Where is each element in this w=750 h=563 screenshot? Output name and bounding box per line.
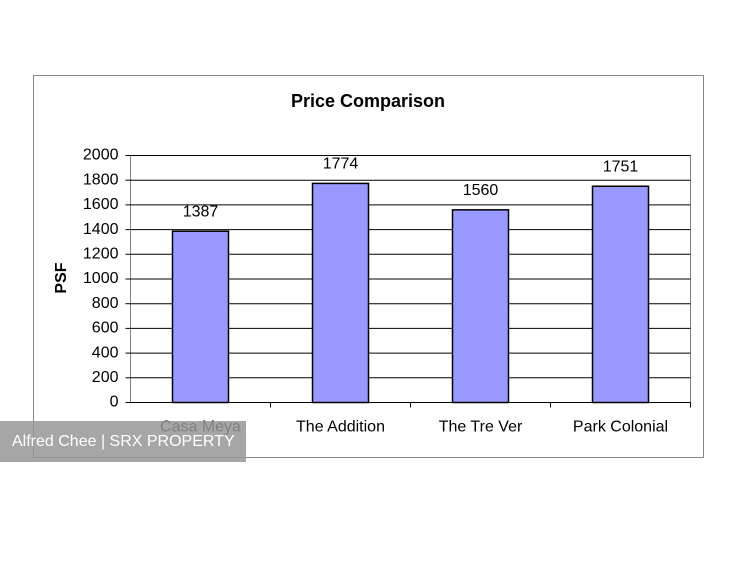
- data-label: 1560: [463, 182, 499, 199]
- y-axis-label: PSF: [53, 262, 70, 293]
- y-tick-label: 1600: [83, 196, 119, 213]
- y-tick-label: 2000: [83, 147, 119, 164]
- bar: [451, 209, 510, 404]
- watermark-box: [0, 421, 246, 462]
- chart-title: Price Comparison: [291, 91, 445, 111]
- y-tick-label: 600: [92, 320, 119, 337]
- y-tick-label: 800: [92, 295, 119, 312]
- bar: [591, 185, 650, 404]
- bar: [311, 182, 370, 404]
- y-tick-label: 0: [110, 394, 119, 411]
- x-tick-label: Park Colonial: [573, 419, 668, 436]
- y-tick-label: 200: [92, 369, 119, 386]
- marks: 0200400600800100012001400160018002000Cas…: [83, 147, 691, 436]
- y-tick-label: 400: [92, 344, 119, 361]
- data-label: 1751: [603, 158, 639, 175]
- y-tick-label: 1200: [83, 246, 119, 263]
- x-tick-label: The Tre Ver: [439, 419, 523, 436]
- watermark: Alfred Chee | SRX PROPERTY: [12, 433, 235, 450]
- y-tick-label: 1400: [83, 221, 119, 238]
- data-label: 1387: [183, 203, 219, 220]
- y-tick-label: 1000: [83, 270, 119, 287]
- data-label: 1774: [323, 156, 359, 173]
- x-tick-label: The Addition: [296, 419, 385, 436]
- y-tick-label: 1800: [83, 171, 119, 188]
- bar: [171, 230, 230, 404]
